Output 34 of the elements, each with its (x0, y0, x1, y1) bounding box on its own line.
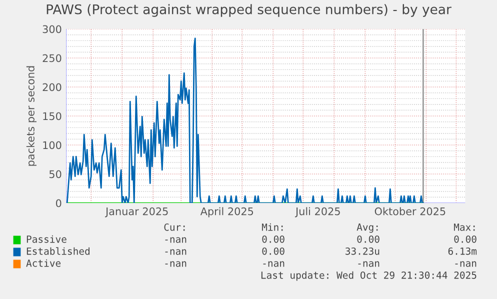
y-tick-label: 250 (42, 54, 62, 62)
text: -nan (165, 237, 186, 243)
y-tick-label: 0 (56, 199, 62, 208)
text: Last update: Wed Oct 29 21:30:44 2025 (261, 271, 476, 281)
y-tick-label: 200 (42, 83, 62, 92)
x-tick-label: Januar 2025 (105, 207, 168, 218)
x-tick-label: Oktober 2025 (374, 207, 446, 216)
text: 0.00 (454, 235, 476, 243)
text: Min: (262, 223, 283, 231)
y-tick-label: 150 (43, 112, 62, 120)
text: 6.13m (448, 247, 477, 255)
text: Avg: (356, 224, 378, 233)
chart-title: PAWS (Protect against wrapped sequence numbers) - by year (46, 4, 452, 17)
y-axis-title: packets per second (26, 66, 36, 166)
text: -nan (263, 261, 284, 267)
line-series (66, 38, 424, 204)
text: 0.00 (357, 235, 380, 243)
x-tick-label: April 2025 (200, 207, 254, 218)
text: -nan (358, 261, 380, 267)
y-tick-label: 50 (49, 170, 62, 178)
legend-label: Passive (26, 235, 66, 243)
text: 0.00 (262, 247, 284, 255)
legend-label: Established (26, 247, 90, 255)
text: 33.23u (346, 247, 380, 255)
x-tick-label: Juli 2025 (294, 207, 340, 218)
text: Cur: (164, 223, 185, 231)
legend-label: Active (26, 259, 61, 267)
y-tick-label: 100 (43, 141, 62, 150)
text: 0.00 (262, 235, 284, 243)
text: -nan (455, 261, 476, 267)
text: Max: (454, 224, 475, 231)
y-tick-label: 300 (42, 25, 62, 34)
text: -nan (165, 249, 186, 255)
text: -nan (165, 261, 186, 267)
